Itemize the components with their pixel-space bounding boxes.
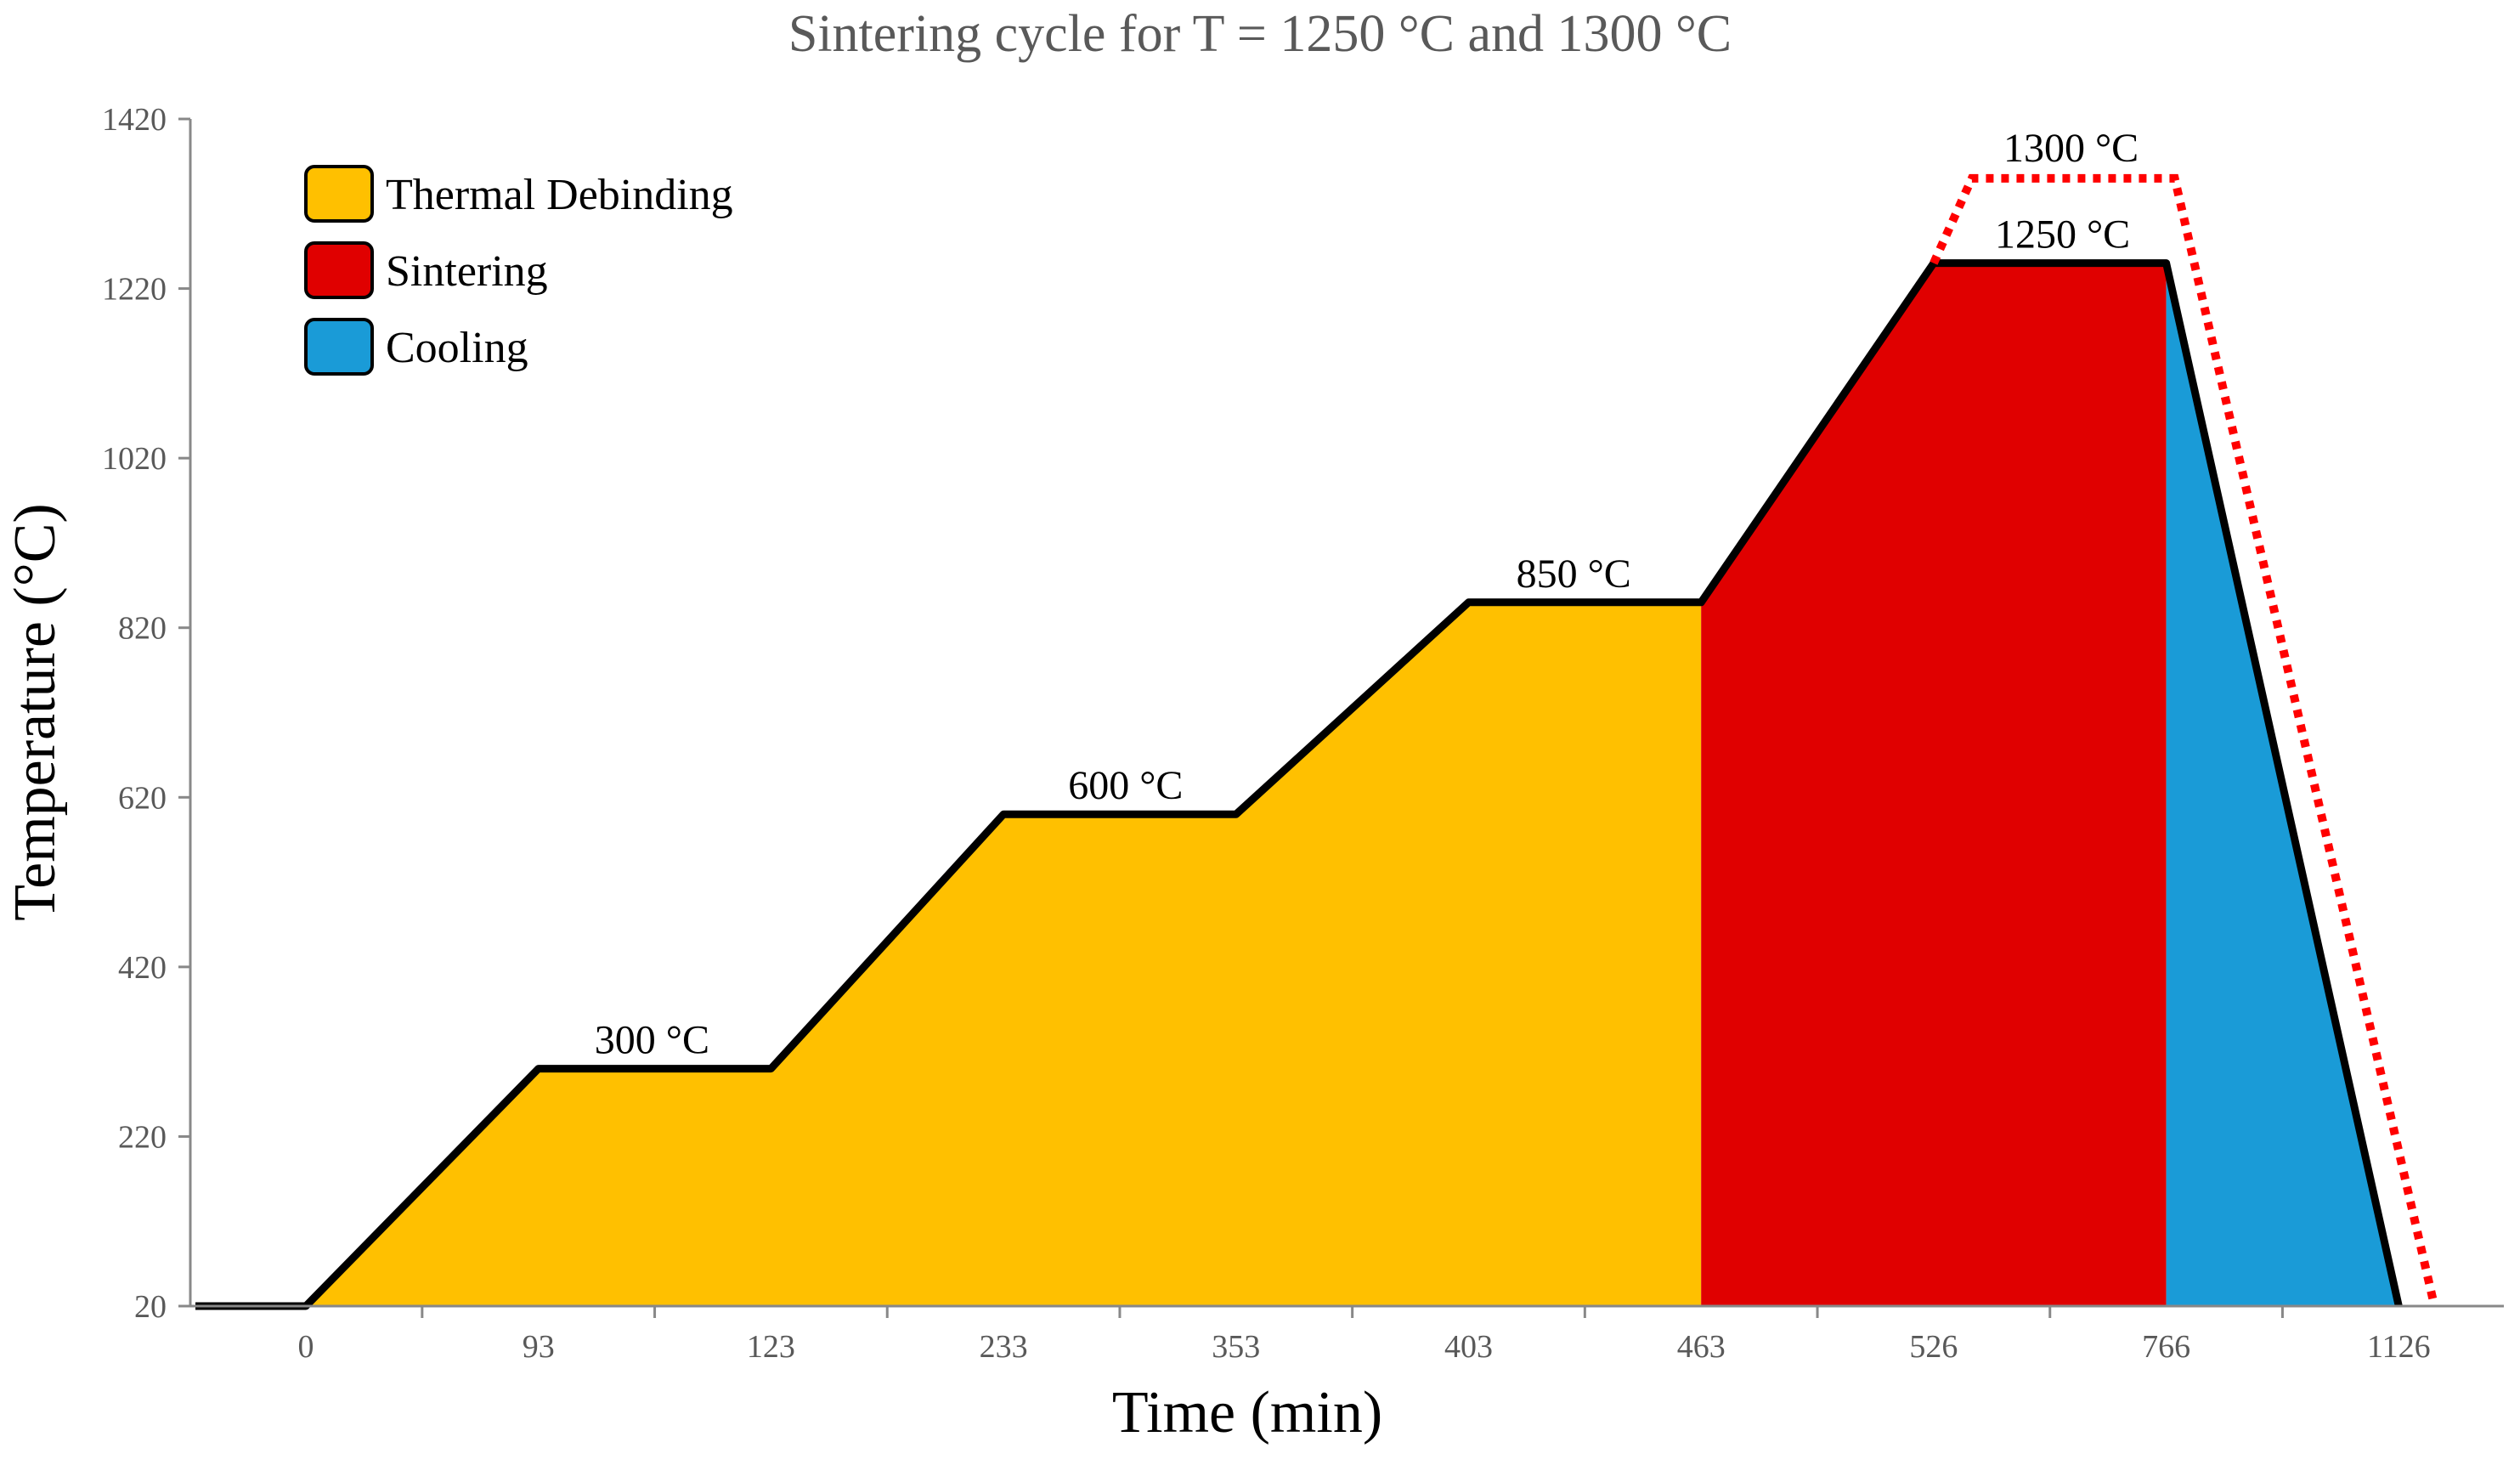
y-tick-label-220: 220 [118, 1119, 167, 1155]
legend-label-cooling: Cooling [386, 324, 528, 372]
plateau-annotations: 300 °C 600 °C 850 °C 1250 °C 1300 °C [595, 126, 2139, 1063]
legend-swatch-cooling [304, 318, 374, 376]
axes [189, 119, 2504, 1308]
x-tick-label-403: 403 [1444, 1329, 1493, 1365]
y-tick-label-1420: 1420 [102, 102, 167, 138]
y-axis-title: Temperature (°C) [3, 503, 68, 920]
x-tick-label-1126: 1126 [2367, 1329, 2431, 1365]
y-tick-label-1220: 1220 [102, 272, 167, 308]
y-tick-label-820: 820 [118, 611, 167, 647]
x-tick-label-0: 0 [298, 1329, 314, 1365]
x-axis-title: Time (min) [1112, 1380, 1382, 1445]
profile-line-1250 [195, 259, 2403, 1310]
x-ticks: 0 93 123 233 353 403 463 526 766 1126 [298, 1306, 2431, 1365]
annotation-850-c: 850 °C [1517, 551, 1631, 597]
y-tick-label-1020: 1020 [102, 441, 167, 477]
x-tick-label-93: 93 [523, 1329, 555, 1365]
plot-areas [306, 263, 2399, 1306]
y-tick-label-620: 620 [118, 780, 167, 816]
y-ticks: 20 220 420 620 820 1020 1220 1420 [102, 102, 190, 1325]
chart-title: Sintering cycle for T = 1250 °C and 1300… [788, 5, 1732, 63]
legend-swatch-sintering [304, 241, 374, 299]
x-tick-label-353: 353 [1212, 1329, 1260, 1365]
annotation-300-c: 300 °C [595, 1018, 709, 1063]
legend: Thermal Debinding Sintering Cooling [304, 165, 733, 376]
x-tick-label-233: 233 [980, 1329, 1028, 1365]
annotation-1250-c: 1250 °C [1995, 212, 2130, 257]
x-tick-label-526: 526 [1909, 1329, 1958, 1365]
legend-label-thermal-debinding: Thermal Debinding [386, 171, 733, 219]
legend-swatch-thermal-debinding [304, 165, 374, 223]
x-tick-label-463: 463 [1677, 1329, 1726, 1365]
area-sintering [1701, 263, 2167, 1306]
plot-lines [195, 173, 2439, 1310]
annotation-600-c: 600 °C [1068, 763, 1183, 808]
y-tick-label-20: 20 [134, 1289, 167, 1325]
area-thermal-debinding [306, 602, 1702, 1306]
legend-label-sintering: Sintering [386, 247, 548, 296]
annotation-1300-c: 1300 °C [2003, 126, 2139, 171]
x-tick-label-766: 766 [2142, 1329, 2190, 1365]
x-tick-label-123: 123 [747, 1329, 795, 1365]
y-tick-label-420: 420 [118, 950, 167, 986]
profile-line-1300 [1930, 173, 2439, 1308]
